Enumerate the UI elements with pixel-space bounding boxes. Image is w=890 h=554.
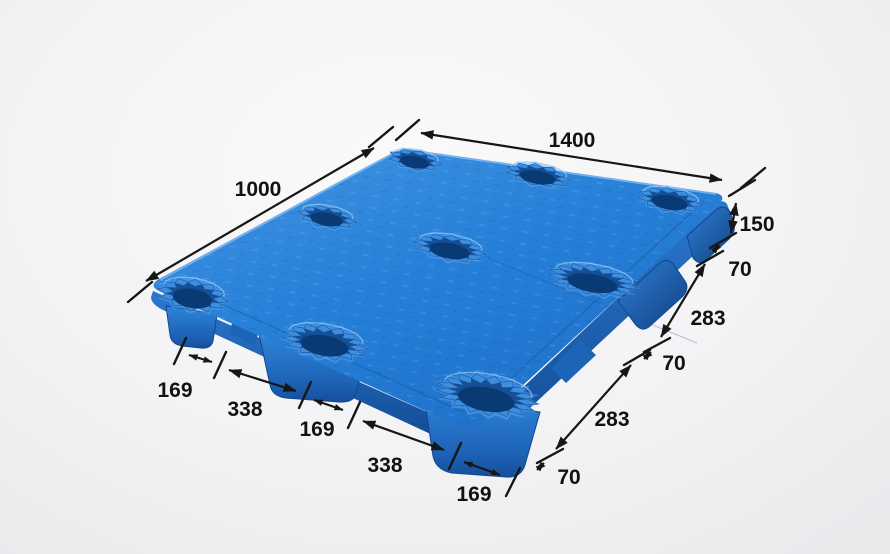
dim-label-right-70b: 70 <box>662 352 685 375</box>
dim-right-chain: 70 283 70 283 70 <box>504 243 752 498</box>
dimension-annotations: 1400 1000 150 70 283 70 <box>126 118 775 506</box>
dim-height: 150 <box>708 178 775 250</box>
dim-label-right-283a: 283 <box>690 307 725 330</box>
dim-bottom-chain: 169 338 169 338 169 <box>157 336 501 506</box>
dim-label-right-283b: 283 <box>594 408 629 431</box>
dim-label-height: 150 <box>739 213 774 236</box>
dim-label-right-70a: 70 <box>728 258 751 281</box>
dim-top-length: 1400 <box>394 118 767 190</box>
dim-label-bottom-169b: 169 <box>299 418 334 441</box>
dim-label-bottom-338b: 338 <box>367 454 402 477</box>
dim-label-right-70c: 70 <box>557 466 580 489</box>
dim-label-bottom-169a: 169 <box>157 379 192 402</box>
pallet-foot <box>165 305 218 349</box>
deck-groove <box>476 200 705 411</box>
dim-side-width: 1000 <box>126 125 395 304</box>
dim-label-top-length: 1400 <box>549 129 596 152</box>
dim-label-bottom-169c: 169 <box>456 483 491 506</box>
dim-label-side-width: 1000 <box>235 178 282 201</box>
dim-label-bottom-338a: 338 <box>227 398 262 421</box>
